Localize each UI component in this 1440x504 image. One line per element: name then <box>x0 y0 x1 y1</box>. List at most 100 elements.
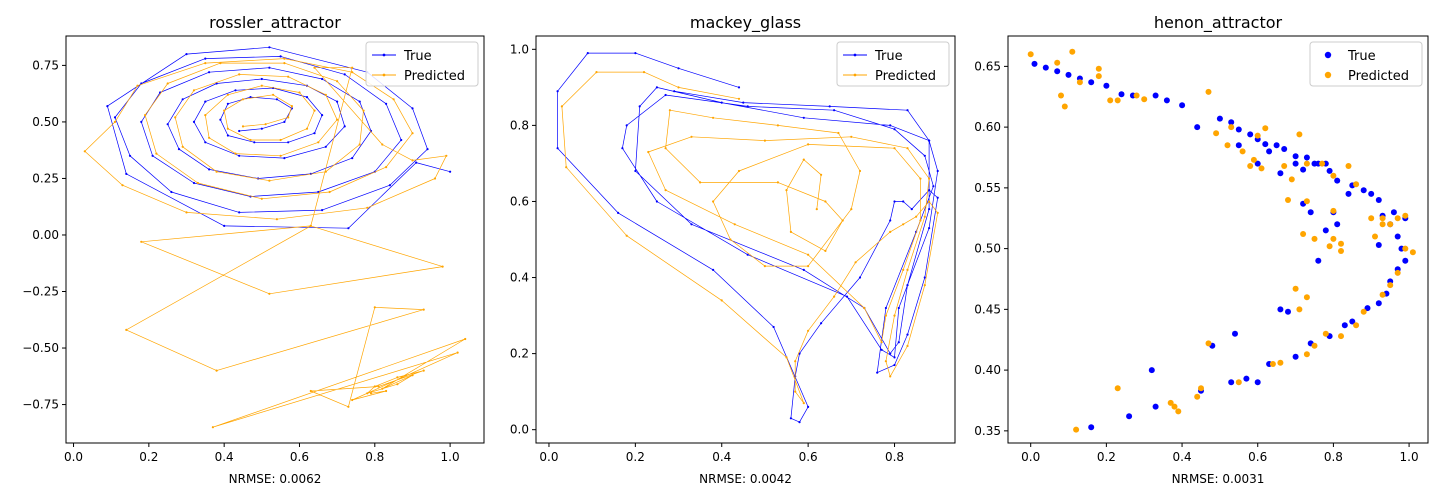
data-point <box>936 211 939 214</box>
data-point <box>742 101 745 104</box>
data-point <box>833 295 836 298</box>
y-tick-label: −0.50 <box>22 341 59 355</box>
legend-label: True <box>403 49 432 64</box>
data-point <box>268 46 271 49</box>
data-point <box>1349 318 1356 325</box>
chart-title: henon_attractor <box>1154 13 1283 33</box>
data-point <box>625 234 628 237</box>
data-point <box>317 141 320 144</box>
data-point <box>279 55 282 58</box>
data-point <box>388 184 391 187</box>
data-point <box>1114 97 1121 104</box>
data-point <box>556 90 559 93</box>
data-point <box>889 124 892 127</box>
data-point <box>283 62 286 65</box>
data-point <box>1095 73 1102 80</box>
data-point <box>1205 340 1212 347</box>
data-point <box>889 230 892 233</box>
data-point <box>889 352 892 355</box>
data-point <box>226 127 229 130</box>
data-point <box>936 169 939 173</box>
legend-label: Predicted <box>1348 69 1409 84</box>
y-tick-label: 0.65 <box>974 59 1001 73</box>
data-point <box>1058 92 1064 99</box>
data-point <box>729 238 732 241</box>
data-point <box>441 265 444 268</box>
data-point <box>1235 126 1242 133</box>
data-point <box>789 417 793 420</box>
data-point <box>215 369 218 372</box>
data-point <box>841 219 844 222</box>
data-point <box>1262 125 1269 132</box>
data-point <box>351 71 354 74</box>
data-point <box>1288 176 1295 183</box>
data-point <box>897 341 900 344</box>
data-point <box>854 261 857 264</box>
data-point <box>321 77 324 81</box>
data-point <box>204 62 207 65</box>
series-true <box>556 52 939 424</box>
data-point <box>673 90 676 93</box>
x-tick-label: 0.0 <box>1021 450 1040 464</box>
data-point <box>377 385 380 388</box>
data-point <box>807 253 810 256</box>
data-point <box>1311 235 1318 242</box>
data-point <box>185 211 188 214</box>
data-point <box>1345 190 1352 197</box>
data-point <box>215 82 218 85</box>
data-point <box>166 123 169 126</box>
data-point <box>1133 92 1140 99</box>
data-point <box>1088 424 1095 431</box>
data-point <box>204 141 207 144</box>
data-point <box>1247 163 1254 169</box>
x-tick-label: 0.8 <box>885 450 904 464</box>
data-point <box>1285 197 1291 203</box>
data-point <box>1152 403 1159 410</box>
data-point <box>794 360 797 363</box>
data-point <box>1311 160 1318 167</box>
data-point <box>144 114 147 117</box>
data-point <box>1368 215 1375 222</box>
data-point <box>411 132 414 135</box>
data-point <box>1277 170 1284 177</box>
y-tick-label: 0.6 <box>510 194 529 208</box>
data-point <box>858 276 862 279</box>
series-line <box>561 71 939 404</box>
data-point <box>863 306 866 310</box>
data-point <box>241 98 245 101</box>
x-axis-label: NRMSE: 0.0031 <box>1172 472 1265 486</box>
data-point <box>279 154 282 157</box>
data-point <box>815 208 818 211</box>
data-point <box>677 67 680 70</box>
data-point <box>668 109 672 112</box>
data-point <box>1338 248 1344 254</box>
data-point <box>1228 124 1235 131</box>
data-point <box>1095 65 1102 72</box>
data-point <box>260 197 263 200</box>
data-point <box>181 145 184 148</box>
data-point <box>1061 103 1068 110</box>
data-point <box>1364 305 1371 312</box>
data-point <box>324 170 327 173</box>
data-point <box>1394 269 1401 276</box>
data-point <box>287 141 290 144</box>
data-point <box>140 240 143 243</box>
data-point <box>1379 221 1386 228</box>
x-tick-label: 1.0 <box>441 450 460 464</box>
data-point <box>880 341 883 344</box>
data-point <box>336 80 339 83</box>
legend-label: True <box>1347 49 1376 64</box>
data-point <box>902 200 905 203</box>
legend-marker <box>1324 71 1332 79</box>
data-point <box>932 185 935 188</box>
data-point <box>1292 353 1299 360</box>
data-point <box>923 276 926 279</box>
data-point <box>347 227 350 230</box>
data-point <box>324 145 327 148</box>
data-point <box>802 402 805 405</box>
data-point <box>884 306 888 310</box>
data-point <box>595 71 598 74</box>
x-tick-label: 0.2 <box>139 450 158 464</box>
data-point <box>737 86 741 89</box>
data-point <box>1375 300 1382 307</box>
